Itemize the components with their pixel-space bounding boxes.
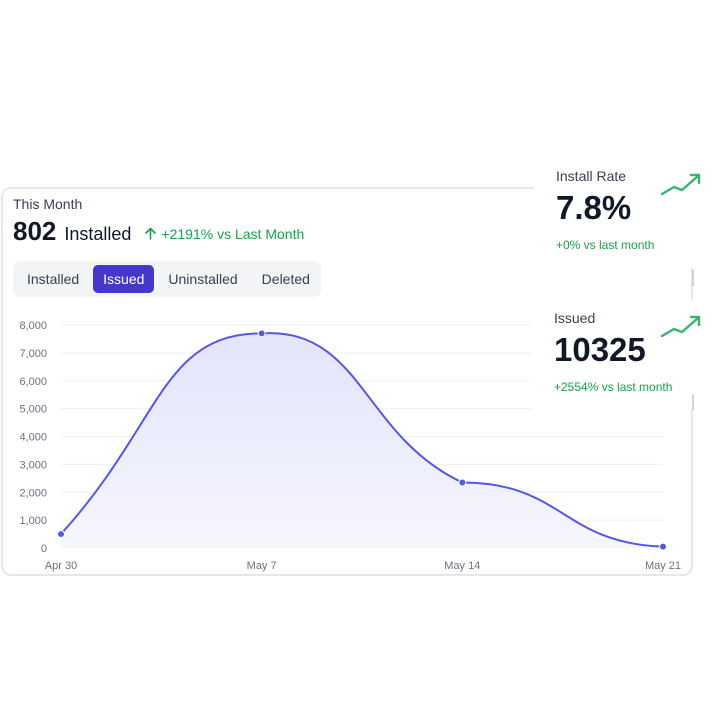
installed-change-text: +2191% vs Last Month — [161, 225, 305, 242]
divider — [692, 394, 694, 410]
series-line — [60, 332, 664, 548]
y-tick-label: 6,000 — [19, 376, 47, 388]
issued-label: Issued — [554, 310, 596, 326]
data-point[interactable] — [659, 542, 667, 551]
installed-count-label: Installed — [64, 224, 132, 244]
y-tick-label: 3,000 — [19, 459, 47, 471]
issued-value: 10325 — [554, 331, 646, 368]
period-label: This Month — [13, 196, 83, 212]
data-point[interactable] — [458, 478, 467, 487]
x-tick-label: May 14 — [444, 560, 480, 572]
trend-up-icon — [660, 315, 701, 338]
trend-up-icon — [660, 173, 701, 196]
tab-issued[interactable]: Issued — [93, 265, 155, 293]
divider — [692, 270, 694, 286]
data-point[interactable] — [257, 329, 266, 338]
x-tick-label: Apr 30 — [45, 560, 77, 572]
installed-count: 802 — [13, 216, 57, 246]
series-area — [61, 333, 663, 548]
x-tick-label: May 7 — [247, 560, 277, 572]
metric-tabs: Installed Issued Uninstalled Deleted — [13, 261, 321, 297]
tab-deleted[interactable]: Deleted — [261, 271, 310, 287]
y-tick-label: 8,000 — [19, 320, 47, 332]
install-rate-stat: Install Rate 7.8% +0% vs last month — [534, 158, 720, 268]
install-rate-label: Install Rate — [556, 168, 627, 184]
issued-stat: Issued 10325 +2554% vs last month — [532, 300, 720, 410]
y-tick-label: 5,000 — [19, 404, 47, 416]
installed-change: +2191% vs Last Month — [145, 226, 304, 242]
y-tick-label: 1,000 — [19, 515, 47, 527]
y-tick-label: 7,000 — [19, 348, 47, 360]
y-tick-label: 2,000 — [19, 487, 47, 499]
install-rate-value: 7.8% — [556, 189, 632, 226]
issued-change: +2554% vs last month — [554, 380, 673, 394]
install-rate-change: +0% vs last month — [556, 238, 655, 252]
installs-headline: 802 Installed +2191% vs Last Month — [13, 216, 304, 247]
tab-uninstalled[interactable]: Uninstalled — [168, 271, 238, 287]
arrow-up-icon — [145, 227, 157, 240]
y-tick-label: 4,000 — [19, 432, 47, 444]
y-tick-label: 0 — [41, 543, 47, 555]
x-tick-label: May 21 — [645, 560, 681, 572]
data-point[interactable] — [57, 530, 65, 539]
tab-installed[interactable]: Installed — [27, 271, 80, 287]
